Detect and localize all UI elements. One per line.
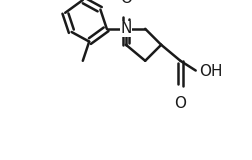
Text: N: N	[120, 21, 132, 36]
Text: OH: OH	[200, 64, 223, 80]
Text: O: O	[120, 0, 132, 6]
Text: O: O	[174, 96, 186, 111]
